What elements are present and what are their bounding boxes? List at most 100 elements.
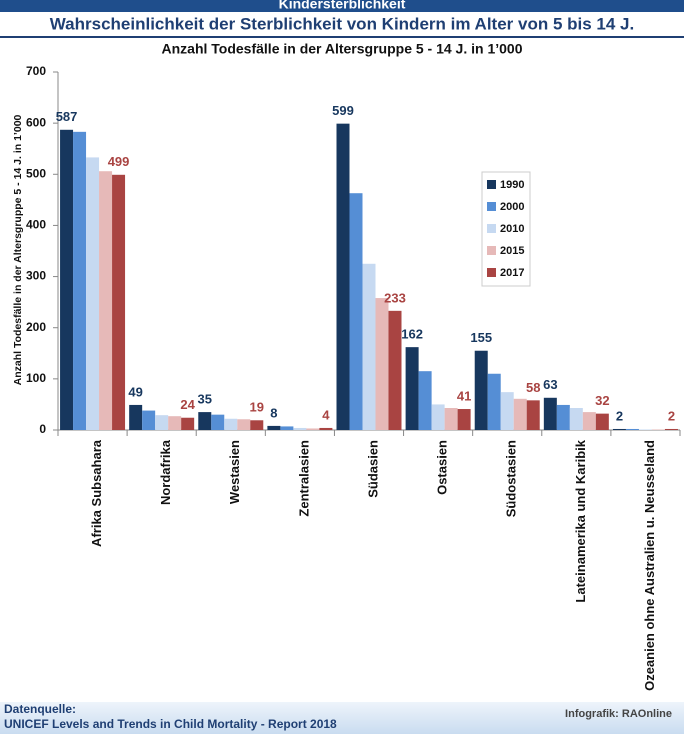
y-tick-label: 600 bbox=[26, 115, 46, 129]
data-label: 41 bbox=[457, 388, 471, 403]
bar bbox=[500, 392, 514, 430]
data-label: 599 bbox=[332, 103, 354, 118]
bar bbox=[375, 298, 389, 430]
banner-bar bbox=[0, 0, 684, 12]
legend-label: 2010 bbox=[500, 223, 524, 235]
bar bbox=[306, 428, 320, 430]
bar bbox=[267, 425, 281, 430]
bar bbox=[513, 398, 527, 430]
chart-subtitle: Anzahl Todesfälle in der Altersgruppe 5 … bbox=[162, 41, 523, 57]
y-tick-label: 0 bbox=[39, 422, 46, 436]
footer-source-label: Datenquelle: bbox=[4, 702, 76, 716]
bar bbox=[418, 371, 432, 430]
y-tick-label: 500 bbox=[26, 166, 46, 180]
data-label: 19 bbox=[250, 400, 264, 415]
bar bbox=[319, 427, 333, 430]
bar bbox=[99, 171, 113, 430]
bar bbox=[129, 404, 143, 430]
data-label: 4 bbox=[322, 407, 330, 422]
bar bbox=[211, 414, 225, 430]
bar bbox=[86, 157, 100, 430]
legend-label: 2017 bbox=[500, 267, 524, 279]
data-label: 24 bbox=[180, 397, 195, 412]
x-tick-label: Südasien bbox=[365, 440, 380, 498]
bar bbox=[237, 419, 251, 430]
chart-title: Wahrscheinlichkeit der Sterblichkeit von… bbox=[50, 14, 634, 33]
x-tick-label: Afrika Subsahara bbox=[89, 439, 104, 547]
x-tick-label: Ostasien bbox=[435, 440, 450, 495]
x-tick-label: Nordafrika bbox=[158, 439, 173, 505]
bar bbox=[556, 404, 570, 430]
y-tick-label: 100 bbox=[26, 371, 46, 385]
bar bbox=[457, 409, 471, 430]
bar bbox=[526, 400, 540, 430]
x-tick-label: Ozeanien ohne Australien u. Neusseland bbox=[642, 440, 657, 691]
legend-swatch bbox=[487, 224, 496, 233]
x-tick-label: Zentralasien bbox=[296, 440, 311, 517]
bar bbox=[664, 428, 678, 430]
bar bbox=[168, 416, 182, 430]
bar bbox=[250, 420, 264, 430]
data-label: 162 bbox=[401, 327, 423, 342]
legend-swatch bbox=[487, 268, 496, 277]
bar bbox=[638, 429, 652, 430]
legend-swatch bbox=[487, 202, 496, 211]
bar bbox=[280, 426, 294, 430]
bar bbox=[73, 131, 87, 430]
data-label: 2 bbox=[668, 408, 675, 423]
data-label: 8 bbox=[270, 405, 277, 420]
y-axis-label: Anzahl Todesfälle in der Altersgruppe 5 … bbox=[12, 114, 24, 385]
footer-source: UNICEF Levels and Trends in Child Mortal… bbox=[4, 717, 337, 731]
bar bbox=[612, 428, 626, 430]
bar bbox=[595, 413, 609, 430]
data-label: 499 bbox=[108, 154, 130, 169]
bar bbox=[60, 129, 74, 430]
data-label: 35 bbox=[198, 392, 212, 407]
bar bbox=[112, 174, 126, 430]
x-tick-label: Südostasien bbox=[504, 440, 519, 517]
y-tick-label: 400 bbox=[26, 218, 46, 232]
data-label: 2 bbox=[616, 408, 623, 423]
bar bbox=[155, 415, 169, 430]
data-label: 233 bbox=[384, 290, 406, 305]
legend-label: 1990 bbox=[500, 179, 524, 191]
bar bbox=[651, 429, 665, 430]
bar bbox=[224, 418, 238, 430]
bar bbox=[487, 373, 501, 430]
bar bbox=[181, 417, 195, 430]
data-label: 63 bbox=[543, 377, 557, 392]
data-label: 155 bbox=[470, 330, 492, 345]
bar bbox=[293, 427, 307, 430]
x-tick-label: Westasien bbox=[227, 440, 242, 504]
bar bbox=[582, 412, 596, 430]
bar bbox=[444, 408, 458, 430]
banner: Kindersterblichkeit bbox=[279, 0, 406, 12]
bar bbox=[405, 347, 419, 430]
y-tick-label: 200 bbox=[26, 320, 46, 334]
y-tick-label: 700 bbox=[26, 64, 46, 78]
bar bbox=[569, 408, 583, 430]
footer-credit: Infografik: RAOnline bbox=[565, 708, 672, 720]
legend-swatch bbox=[487, 180, 496, 189]
data-label: 58 bbox=[526, 380, 540, 395]
data-label: 32 bbox=[595, 393, 609, 408]
data-label: 587 bbox=[56, 109, 78, 124]
bar bbox=[362, 263, 376, 430]
bar bbox=[543, 397, 557, 430]
footer-bar bbox=[0, 702, 684, 734]
bar bbox=[474, 350, 488, 430]
bar bbox=[625, 428, 639, 430]
bar bbox=[431, 404, 445, 430]
y-tick-label: 300 bbox=[26, 269, 46, 283]
x-tick-label: Lateinamerika und Karibik bbox=[573, 439, 588, 602]
bar bbox=[388, 310, 402, 430]
bar bbox=[198, 412, 212, 430]
legend-label: 2000 bbox=[500, 201, 524, 213]
legend-swatch bbox=[487, 246, 496, 255]
data-label: 49 bbox=[128, 384, 142, 399]
legend-label: 2015 bbox=[500, 245, 524, 257]
bar bbox=[349, 193, 363, 430]
bar bbox=[142, 410, 156, 430]
bar bbox=[336, 123, 350, 430]
